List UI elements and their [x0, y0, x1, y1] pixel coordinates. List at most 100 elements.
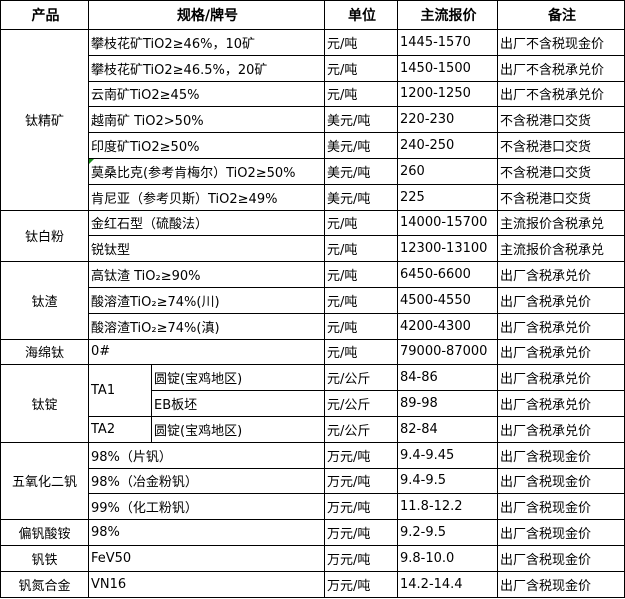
note-cell: 出厂含税承兑价 — [497, 286, 625, 314]
price-cell: 82-84 — [397, 415, 498, 443]
price-cell: 4500-4550 — [397, 286, 498, 314]
spec-cell: 肯尼亚（参考贝斯）TiO2≥49% — [88, 183, 325, 211]
price-cell: 240-250 — [397, 132, 498, 159]
note-cell: 出厂含税承兑价 — [497, 312, 625, 340]
unit-cell: 元/公斤 — [324, 364, 398, 392]
table-row: EB板坯 元/公斤 89-98 出厂含税承兑价 — [1, 390, 625, 417]
note-cell: 主流报价含税承兑 — [497, 235, 625, 263]
price-cell: 12300-13100 — [397, 235, 498, 263]
price-cell: 4200-4300 — [397, 312, 498, 340]
spec-cell: 莫桑比克(参考肯梅尔）TiO2≥50% — [88, 157, 325, 185]
price-cell: 9.2-9.5 — [397, 519, 498, 546]
spec-cell: VN16 — [88, 570, 325, 598]
product-cell: 钛精矿 — [0, 29, 89, 211]
table-body: 钛精矿 攀枝花矿TiO2≥46%，10矿 元/吨 1445-1570 出厂不含税现金价攀… — [0, 29, 625, 598]
product-cell: 钛白粉 — [0, 209, 89, 263]
product-cell: 海绵钛 — [0, 338, 89, 366]
price-cell: 14000-15700 — [397, 209, 498, 237]
note-cell: 出厂含税承兑价 — [497, 415, 625, 443]
price-cell: 6450-6600 — [397, 261, 498, 288]
unit-cell: 元/公斤 — [324, 390, 398, 417]
spec-cell: EB板坯 — [151, 390, 325, 417]
comment-indicator-icon — [89, 159, 94, 164]
table-row: 锐钛型 元/吨 12300-13100 主流报价含税承兑 — [1, 235, 625, 263]
spec-cell: 攀枝花矿TiO2≥46%，10矿 — [88, 29, 325, 56]
unit-cell: 元/吨 — [324, 29, 398, 56]
table-row: 钛锭 TA1 圆锭(宝鸡地区) 元/公斤 84-86 出厂含税承兑价 — [0, 364, 625, 443]
unit-cell: 美元/吨 — [324, 106, 398, 134]
note-cell: 出厂不含税现金价 — [497, 29, 625, 56]
table-row: 偏钒酸铵 98% 万元/吨 9.2-9.5 出厂含税现金价 — [0, 519, 625, 546]
note-cell: 出厂含税承兑价 — [497, 338, 625, 366]
note-cell: 出厂不含税承兑价 — [497, 54, 625, 82]
header-row: 产品 规格/牌号 单位 主流报价 备注 — [0, 0, 625, 30]
table-row: 攀枝花矿TiO2≥46.5%，20矿 元/吨 1450-1500 出厂不含税承兑价 — [1, 54, 625, 82]
table-row: 肯尼亚（参考贝斯）TiO2≥49% 美元/吨 225 不含税港口交货 — [1, 183, 625, 211]
note-cell: 主流报价含税承兑 — [497, 209, 625, 237]
price-cell: 1200-1250 — [397, 80, 498, 108]
unit-cell: 美元/吨 — [324, 183, 398, 211]
unit-cell: 元/吨 — [324, 235, 398, 263]
header-price: 主流报价 — [397, 0, 498, 30]
note-cell: 出厂含税承兑价 — [497, 390, 625, 417]
spec-cell: 锐钛型 — [88, 235, 325, 263]
table-row: 云南矿TiO2≥45% 元/吨 1200-1250 出厂不含税承兑价 — [1, 80, 625, 108]
note-cell: 出厂含税现金价 — [497, 570, 625, 598]
table-row: 酸溶渣TiO₂≥74%(滇) 元/吨 4200-4300 出厂含税承兑价 — [1, 312, 625, 340]
table-row: 98%（冶金粉钒） 万元/吨 9.4-9.5 出厂含税现金价 — [1, 467, 625, 495]
product-cell: 偏钒酸铵 — [0, 519, 89, 546]
product-cell: 五氧化二钒 — [0, 441, 89, 521]
table-row: 钛渣 高钛渣 TiO₂≥90% 元/吨 6450-6600 出厂含税承兑价 — [0, 261, 625, 340]
note-cell: 出厂含税现金价 — [497, 544, 625, 572]
note-cell: 不含税港口交货 — [497, 132, 625, 159]
unit-cell: 万元/吨 — [324, 544, 398, 572]
price-cell: 11.8-12.2 — [397, 493, 498, 521]
note-cell: 出厂不含税承兑价 — [497, 80, 625, 108]
table-row: 莫桑比克(参考肯梅尔）TiO2≥50% 美元/吨 260 不含税港口交货 — [1, 157, 625, 185]
table-row: 99%（化工粉钒） 万元/吨 11.8-12.2 出厂含税现金价 — [1, 493, 625, 521]
product-cell: 钛渣 — [0, 261, 89, 340]
note-cell: 出厂含税现金价 — [497, 441, 625, 469]
spec-cell: 越南矿 TiO2>50% — [88, 106, 325, 134]
price-cell: 9.4-9.45 — [397, 441, 498, 469]
spec-cell: 98% — [88, 519, 325, 546]
unit-cell: 万元/吨 — [324, 441, 398, 469]
spec-cell: 攀枝花矿TiO2≥46.5%，20矿 — [88, 54, 325, 82]
unit-cell: 元/吨 — [324, 261, 398, 288]
price-cell: 84-86 — [397, 364, 498, 392]
table-row: 酸溶渣TiO₂≥74%(川) 元/吨 4500-4550 出厂含税承兑价 — [1, 286, 625, 314]
note-cell: 不含税港口交货 — [497, 183, 625, 211]
price-cell: 9.8-10.0 — [397, 544, 498, 572]
spec-cell: 酸溶渣TiO₂≥74%(川) — [88, 286, 325, 314]
table-row: 印度矿TiO2≥50% 美元/吨 240-250 不含税港口交货 — [1, 132, 625, 159]
unit-cell: 元/吨 — [324, 209, 398, 237]
spec-cell: 99%（化工粉钒） — [88, 493, 325, 521]
note-cell: 不含税港口交货 — [497, 157, 625, 185]
product-cell: 钛锭 — [0, 364, 89, 443]
price-cell: 1445-1570 — [397, 29, 498, 56]
unit-cell: 元/吨 — [324, 338, 398, 366]
unit-cell: 元/吨 — [324, 312, 398, 340]
header-spec: 规格/牌号 — [88, 0, 325, 30]
unit-cell: 美元/吨 — [324, 132, 398, 159]
spec-cell: 云南矿TiO2≥45% — [88, 80, 325, 108]
unit-cell: 万元/吨 — [324, 493, 398, 521]
spec-cell: 0# — [88, 338, 325, 366]
table-row: 越南矿 TiO2>50% 美元/吨 220-230 不含税港口交货 — [1, 106, 625, 134]
table-row: 钛白粉 金红石型（硫酸法） 元/吨 14000-15700 主流报价含税承兑 — [0, 209, 625, 263]
spec-cell: 98%（片钒） — [88, 441, 325, 469]
unit-cell: 元/吨 — [324, 286, 398, 314]
table-row: 钒氮合金 VN16 万元/吨 14.2-14.4 出厂含税现金价 — [0, 570, 625, 598]
table-row: 钒铁 FeV50 万元/吨 9.8-10.0 出厂含税现金价 — [0, 544, 625, 572]
price-cell: 225 — [397, 183, 498, 211]
spec-cell: FeV50 — [88, 544, 325, 572]
note-cell: 出厂含税现金价 — [497, 493, 625, 521]
header-product: 产品 — [0, 0, 89, 30]
table-row: 五氧化二钒 98%（片钒） 万元/吨 9.4-9.45 出厂含税现金价 — [0, 441, 625, 521]
price-cell: 79000-87000 — [397, 338, 498, 366]
table-row: 海绵钛 0# 元/吨 79000-87000 出厂含税承兑价 — [0, 338, 625, 366]
price-cell: 14.2-14.4 — [397, 570, 498, 598]
price-cell: 89-98 — [397, 390, 498, 417]
price-cell: 260 — [397, 157, 498, 185]
